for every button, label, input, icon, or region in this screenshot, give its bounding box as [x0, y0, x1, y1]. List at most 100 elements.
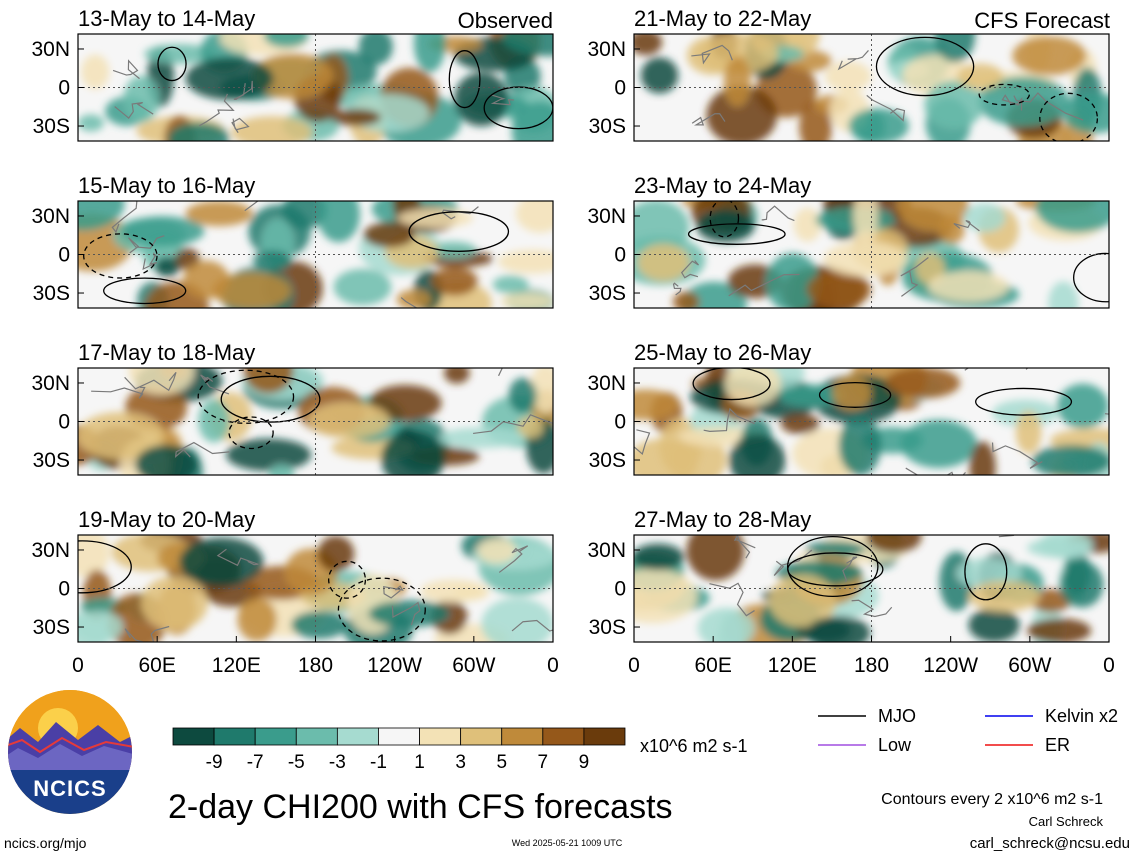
colorbar-units: x10^6 m2 s-1: [640, 736, 748, 756]
field-blob: [696, 209, 755, 243]
lon-tick-label: 60W: [452, 654, 495, 677]
coastline: [498, 545, 529, 573]
panel-title: 15-May to 16-May: [78, 173, 255, 198]
field-blob: [640, 57, 679, 94]
field-blob: [439, 427, 525, 449]
field-blob: [358, 34, 393, 66]
field-blob: [900, 419, 978, 469]
field-blob: [154, 256, 180, 277]
field-blob: [454, 72, 509, 127]
field-blob: [1048, 281, 1079, 308]
map-panel: 15-May to 16-May: [77, 173, 554, 309]
field-blob: [728, 434, 786, 475]
colorbar-swatch: [213, 727, 256, 746]
coastline: [124, 371, 177, 392]
lon-tick-label: 180: [854, 654, 889, 677]
coastline: [991, 442, 1043, 469]
colorbar-swatch: [172, 727, 215, 746]
colorbar-swatch: [336, 727, 379, 746]
field-blob: [516, 201, 553, 233]
map-panels: 13-May to 14-May 15-May to 16-May 17-May t…: [77, 6, 1110, 643]
coastline: [128, 235, 165, 254]
map-panel: 21-May to 22-May: [633, 6, 1110, 142]
coastline: [672, 282, 682, 296]
author-email: carl_schreck@ncsu.edu: [970, 835, 1130, 852]
mjo-contour: [692, 368, 771, 401]
mjo-contour: [1073, 252, 1109, 303]
field-blob: [308, 402, 390, 439]
colorbar-swatch: [295, 727, 338, 746]
field-blob: [413, 34, 446, 73]
field-blob: [1012, 36, 1087, 76]
field-blob: [672, 291, 700, 308]
field-blob: [853, 201, 878, 244]
lat-tick-label: 30S: [589, 449, 626, 472]
field-blob: [698, 34, 779, 74]
field-blob: [380, 430, 445, 475]
coastline: [400, 297, 418, 308]
colorbar-tick-label: -3: [329, 752, 346, 773]
lon-tick-label: 60W: [1008, 654, 1051, 677]
observed-label: Observed: [458, 8, 553, 33]
coastline: [837, 50, 869, 71]
coastline: [964, 368, 1029, 371]
coastline: [680, 260, 699, 279]
timestamp: Wed 2025-05-21 1009 UTC: [512, 838, 623, 848]
lat-tick-label: 0: [58, 578, 70, 601]
coastline: [728, 273, 800, 297]
field-blob: [231, 116, 313, 141]
panel-title: 13-May to 14-May: [78, 6, 255, 31]
field-blob: [634, 568, 698, 624]
field-blob: [807, 615, 871, 642]
coastline: [851, 599, 893, 618]
field-blob: [226, 438, 312, 472]
coastline: [998, 535, 1015, 538]
lat-tick-label: 30S: [33, 616, 70, 639]
field-blob: [144, 44, 216, 64]
coastline: [112, 59, 140, 80]
coastline: [634, 429, 651, 455]
field-blob: [252, 250, 292, 271]
panel-title: 23-May to 24-May: [634, 173, 811, 198]
field-blob: [511, 101, 553, 141]
coastline: [703, 407, 755, 432]
author-name: Carl Schreck: [1029, 814, 1104, 829]
mjo-contour: [786, 535, 879, 598]
field-blob: [865, 535, 922, 554]
lon-tick-label: 120W: [923, 654, 978, 677]
panel-title: 21-May to 22-May: [634, 6, 811, 31]
site-link[interactable]: ncics.org/mjo: [4, 835, 87, 851]
coastline: [200, 374, 230, 395]
field-blob: [968, 607, 1020, 642]
lat-tick-label: 0: [614, 411, 626, 434]
colorbar-swatch: [378, 727, 420, 746]
field-blob: [481, 597, 553, 642]
field-blob: [78, 610, 123, 642]
mjo-contour: [687, 223, 786, 245]
field-blob: [396, 289, 432, 308]
field-blob: [968, 580, 1041, 612]
field-blob: [243, 368, 294, 394]
lat-tick-label: 0: [58, 77, 70, 100]
field-blob: [634, 389, 678, 421]
field-blob: [476, 537, 517, 564]
field-blob: [317, 535, 355, 572]
cfs-forecast-label: CFS Forecast: [974, 8, 1110, 33]
lat-tick-label: 30N: [587, 38, 626, 61]
coastline: [761, 205, 795, 222]
mjo-contour: [448, 50, 481, 109]
field-blob: [969, 441, 996, 475]
colorbar-tick-label: -9: [206, 752, 223, 773]
lat-tick-label: 0: [614, 578, 626, 601]
field-blob: [915, 252, 946, 285]
field-blob: [492, 275, 529, 294]
field-blob: [268, 464, 295, 475]
lat-tick-label: 30N: [31, 205, 70, 228]
lon-tick-label: 120E: [768, 654, 817, 677]
field-blob: [368, 600, 450, 628]
field-blob: [686, 535, 745, 581]
field-blob: [212, 272, 292, 308]
field-blob: [634, 543, 685, 571]
field-blob: [363, 222, 415, 248]
field-blob: [317, 201, 360, 243]
